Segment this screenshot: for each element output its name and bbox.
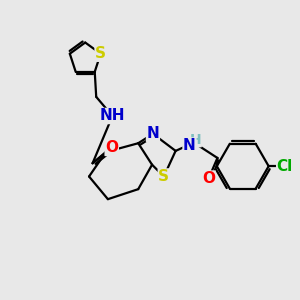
Text: Cl: Cl (277, 159, 293, 174)
Text: S: S (158, 169, 169, 184)
Text: N: N (183, 138, 196, 153)
Text: H: H (190, 133, 201, 147)
Text: S: S (95, 46, 106, 61)
Text: O: O (105, 140, 118, 155)
Text: O: O (202, 171, 215, 186)
Text: NH: NH (100, 109, 125, 124)
Text: N: N (147, 126, 159, 141)
